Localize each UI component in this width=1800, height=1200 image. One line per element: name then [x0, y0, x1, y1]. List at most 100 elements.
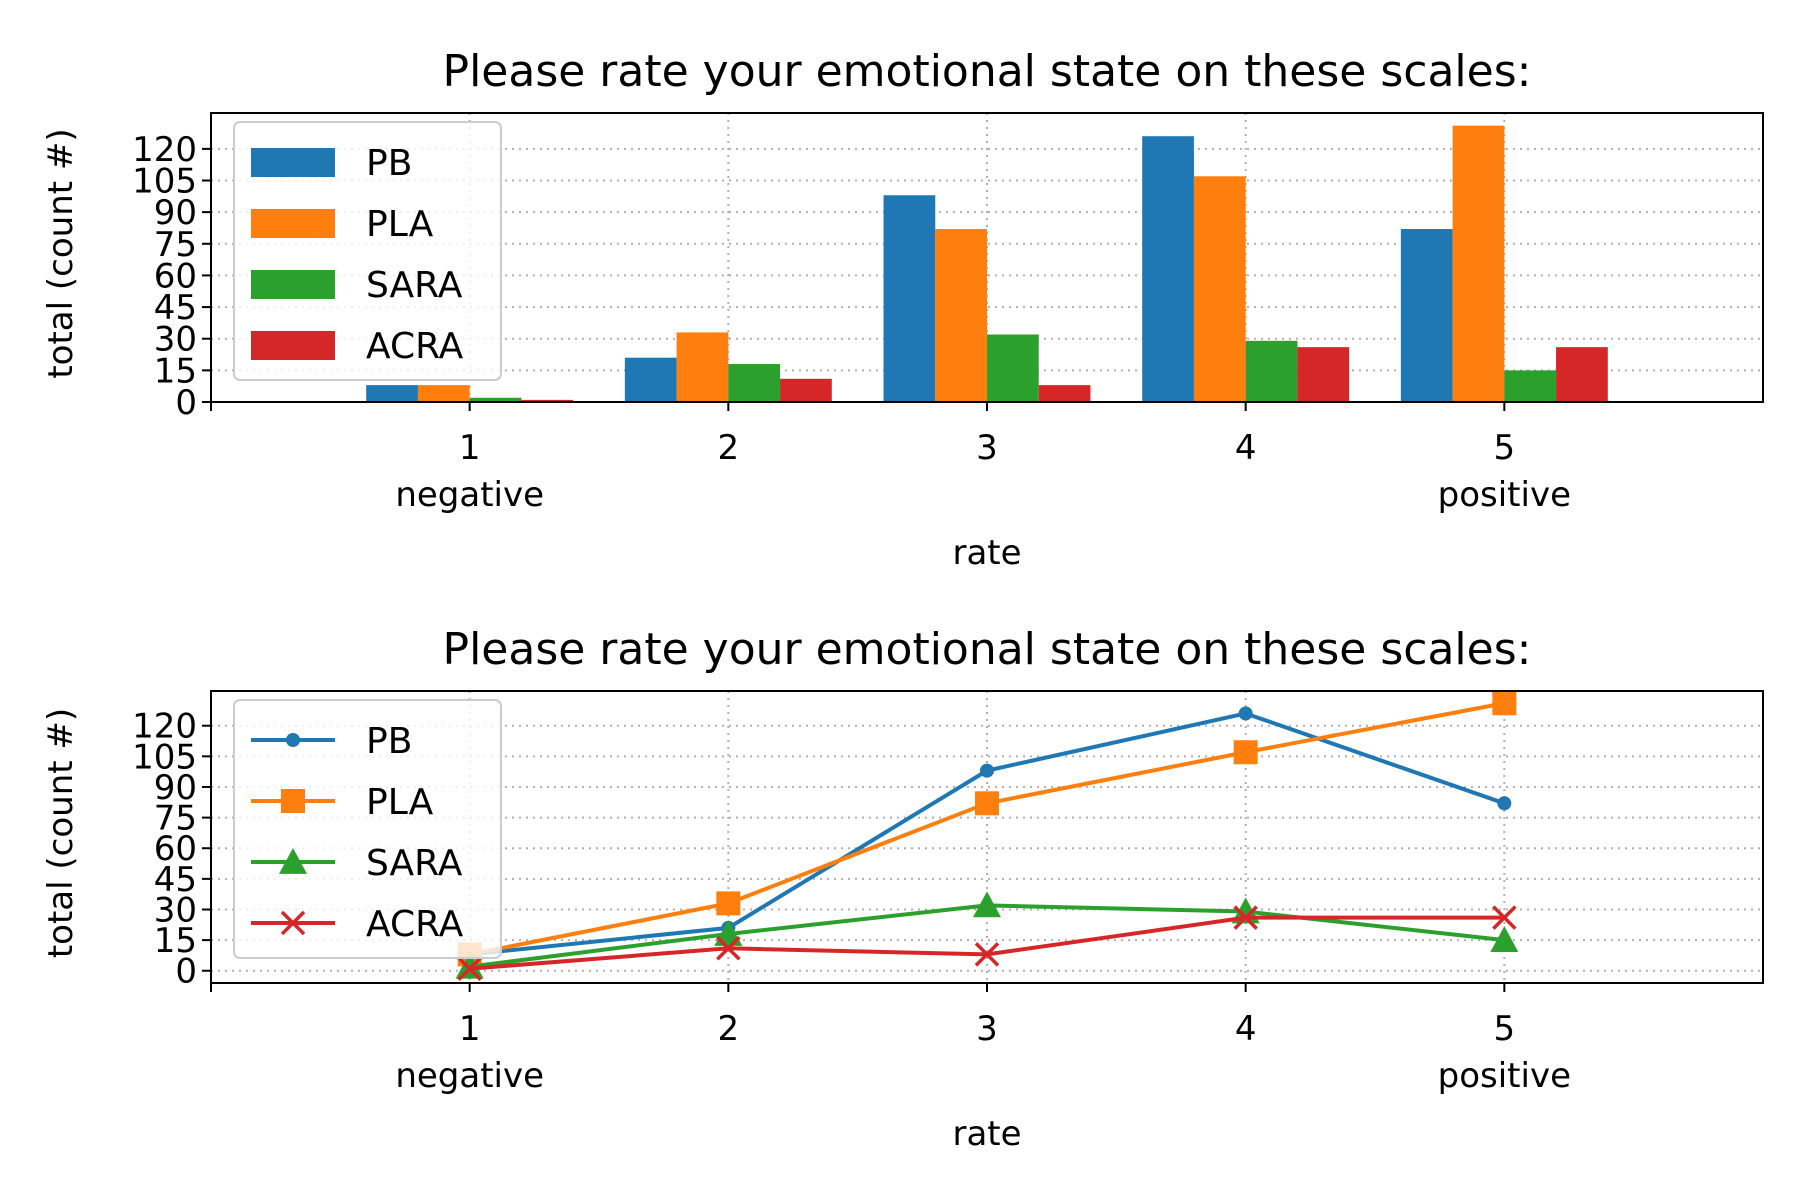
chart-title: Please rate your emotional state on thes… [443, 46, 1532, 97]
x-tick-label: 1 [459, 428, 481, 468]
legend: PB PLA SARA ACRA [233, 699, 502, 959]
y-tick-label: 45 [154, 288, 197, 328]
x-tick-label: 3 [976, 1009, 998, 1049]
y-tick-label: 90 [154, 768, 197, 808]
bar [1245, 340, 1298, 402]
bar [987, 334, 1039, 402]
y-tick-label: 120 [132, 130, 197, 170]
y-tick-label: 75 [154, 799, 197, 839]
y-tick-label: 15 [154, 351, 197, 391]
bar [469, 397, 522, 402]
data-point [1497, 796, 1512, 811]
data-point [716, 936, 741, 961]
bar [1193, 176, 1246, 402]
x-axis-label: rate [952, 533, 1021, 573]
legend-label: PB [366, 721, 412, 762]
x-tick-sublabel: negative [395, 1056, 544, 1096]
x-axis-label: rate [952, 1114, 1021, 1154]
bar [1297, 347, 1350, 402]
y-tick-label: 45 [154, 860, 197, 900]
bar [1556, 347, 1608, 402]
bar [728, 364, 781, 402]
bar [1504, 370, 1557, 402]
bar [1142, 136, 1194, 402]
legend: PB PLA SARA ACRA [233, 121, 502, 381]
x-tick-label: 2 [718, 1009, 740, 1049]
legend-swatch [251, 331, 335, 360]
data-point [1238, 706, 1253, 721]
x-tick-label: 3 [976, 428, 998, 468]
legend-marker [279, 848, 307, 874]
bar-series-pb [366, 136, 1453, 402]
bar [676, 332, 729, 402]
y-tick-label: 15 [154, 921, 197, 961]
bar [1038, 385, 1091, 402]
y-tick-label: 120 [132, 707, 197, 747]
y-tick-label: 75 [154, 225, 197, 265]
bar [1452, 125, 1505, 403]
line-series-pla [457, 691, 1517, 967]
chart-panel-1: Please rate your emotional state on thes… [41, 46, 1764, 573]
x-tick-sublabel: negative [395, 475, 544, 515]
legend-label: ACRA [366, 904, 464, 945]
x-tick-label: 5 [1494, 1009, 1516, 1049]
bar [780, 378, 832, 402]
bar [417, 385, 470, 402]
legend-label: PLA [366, 782, 434, 823]
y-tick-label: 30 [154, 320, 197, 360]
bar-series-sara [469, 334, 1557, 402]
legend-item-sara: SARA [251, 843, 463, 884]
data-point [1492, 905, 1517, 930]
legend-marker [281, 789, 305, 813]
x-tick-label: 2 [718, 428, 740, 468]
legend-swatch [251, 148, 335, 177]
data-point [1233, 905, 1258, 930]
y-tick-label: 0 [175, 952, 197, 992]
x-tick-label: 1 [459, 1009, 481, 1049]
data-point [716, 891, 741, 916]
data-point [1492, 691, 1517, 716]
data-point [457, 956, 482, 981]
legend-item-acra: ACRA [251, 326, 464, 367]
legend-label: SARA [366, 265, 463, 306]
line-series-acra [457, 905, 1517, 981]
y-tick-label: 60 [154, 256, 197, 296]
y-tick-label: 105 [132, 162, 197, 202]
y-tick-label: 60 [154, 829, 197, 869]
y-tick-label: 90 [154, 193, 197, 233]
bar [883, 195, 936, 402]
legend-marker [286, 733, 300, 747]
x-tick-label: 5 [1494, 428, 1516, 468]
legend-item-pla: PLA [251, 782, 434, 823]
x-tick-label: 4 [1235, 1009, 1257, 1049]
legend-swatch [251, 270, 335, 299]
y-axis-label: total (count #) [41, 708, 81, 958]
data-point [975, 791, 999, 816]
data-point [1490, 926, 1519, 953]
chart-panel-2: Please rate your emotional state on thes… [41, 624, 1764, 1154]
bar [624, 357, 677, 402]
bar [1400, 229, 1453, 402]
legend-label: PLA [366, 204, 434, 245]
y-axis-label: total (count #) [41, 128, 81, 378]
x-tick-sublabel: positive [1438, 1056, 1571, 1096]
legend-item-acra: ACRA [251, 904, 464, 945]
data-point [980, 763, 994, 778]
data-point [973, 891, 1001, 918]
bar [935, 229, 987, 402]
data-point [1233, 740, 1258, 765]
bar [521, 399, 574, 402]
x-axis: 1 negative 2 3 4 5 positive [210, 983, 1571, 1096]
legend-box [233, 699, 502, 959]
legend-box [233, 121, 502, 381]
x-tick-sublabel: positive [1438, 475, 1571, 515]
chart-title: Please rate your emotional state on thes… [443, 624, 1532, 675]
legend-label: ACRA [366, 326, 464, 367]
x-axis: 1 negative 2 3 4 5 positive [210, 402, 1571, 515]
y-tick-label: 0 [175, 383, 197, 423]
legend-swatch [251, 209, 335, 238]
x-tick-label: 4 [1235, 428, 1257, 468]
legend-label: SARA [366, 843, 463, 884]
bar [366, 385, 418, 402]
